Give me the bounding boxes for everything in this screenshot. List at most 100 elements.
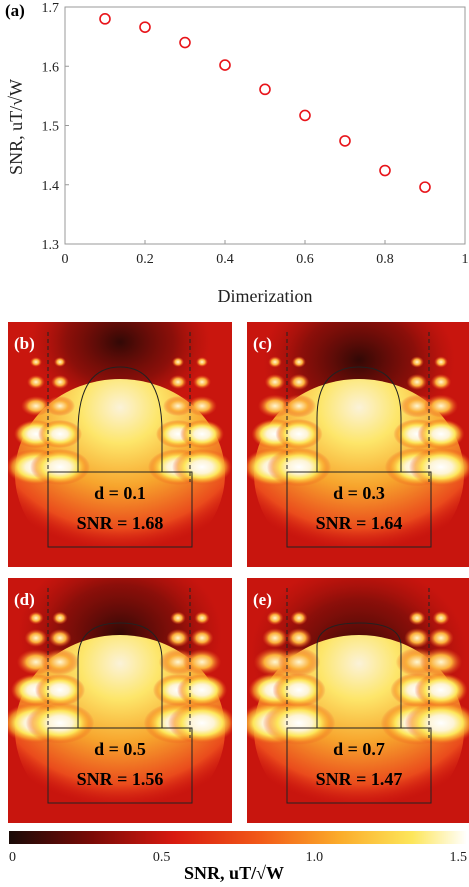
panel-label-a: (a) (5, 1, 25, 20)
field-lobe (430, 374, 452, 390)
field-lobe (266, 610, 284, 626)
colorbar-tick-label: 0 (9, 850, 16, 865)
field-lobe (266, 447, 332, 487)
x-tick-label: 0.4 (216, 252, 234, 267)
colorbar-tick-label: 0.5 (153, 850, 171, 865)
data-point (379, 164, 391, 177)
field-lobe (40, 649, 80, 675)
field-lobe (257, 394, 293, 418)
data-point (139, 21, 151, 33)
dimerization-label: d = 0.5 (94, 739, 146, 759)
panel-label: (b) (14, 334, 35, 353)
field-lobe (275, 419, 323, 449)
field-lobe (30, 357, 42, 367)
field-lobe (277, 647, 321, 677)
field-lobe (399, 394, 435, 418)
data-point (259, 83, 271, 96)
x-tick-label: 1 (462, 252, 469, 267)
data-point (219, 59, 231, 71)
field-lobe (34, 674, 86, 706)
snr-label: SNR = 1.68 (77, 513, 164, 533)
field-lobe (25, 702, 95, 744)
dimerization-label: d = 0.7 (333, 739, 385, 759)
field-lobe (180, 420, 224, 448)
data-point (419, 181, 431, 193)
dimerization-label: d = 0.1 (94, 483, 146, 503)
field-lobe (410, 356, 424, 368)
field-lobe (406, 374, 428, 390)
y-tick-label: 1.4 (42, 179, 60, 194)
field-lobe (193, 375, 211, 389)
snr-label: SNR = 1.47 (316, 769, 403, 789)
data-point (99, 13, 111, 25)
field-lobe (45, 396, 75, 416)
field-lobe (182, 649, 222, 675)
field-lobe (48, 629, 72, 647)
field-lobe (408, 447, 469, 487)
data-markers (99, 13, 431, 193)
sample-box (286, 471, 432, 548)
field-lobe (28, 611, 44, 625)
field-lobe (428, 628, 454, 648)
field-lobe (176, 674, 228, 706)
field-maps: (b) d = 0.1 SNR = 1.68 (c) d = 0.3 SNR = 1.64… (8, 322, 469, 823)
y-tick-label: 1.6 (42, 60, 60, 75)
field-lobe (268, 356, 282, 368)
field-lobe (292, 356, 306, 368)
heatmap-panel: (c) d = 0.3 SNR = 1.64 (247, 322, 469, 567)
colorbar-tick-label: 1.0 (306, 850, 324, 865)
colorbar-title: SNR, uT/√W (184, 863, 284, 883)
plot-frame (64, 6, 466, 245)
scatter-plot: (a) 1.3 1.4 1.5 1.6 1.7 0 0.2 0.4 0.6 0.8 1 Dimer… (5, 1, 469, 306)
field-lobe (423, 394, 459, 418)
field-lobe (404, 701, 469, 745)
field-lobe (286, 628, 312, 648)
field-lobe (414, 673, 468, 707)
field-lobe (51, 375, 69, 389)
snr-label: SNR = 1.64 (316, 513, 403, 533)
y-axis-title: SNR, uT/√W (6, 79, 26, 175)
data-point (179, 36, 191, 49)
x-axis-title: Dimerization (218, 286, 313, 306)
field-lobe (170, 611, 186, 625)
y-tick-label: 1.3 (42, 238, 60, 253)
colorbar-gradient (9, 831, 467, 844)
field-lobe (262, 628, 288, 648)
coil-outline (77, 366, 163, 472)
field-lobe (30, 449, 90, 485)
field-lobe (187, 396, 217, 416)
field-lobe (404, 628, 430, 648)
field-lobe (419, 647, 463, 677)
field-lobe (38, 420, 82, 448)
colorbar: 0 0.5 1.0 1.5 SNR, uT/√W (9, 831, 467, 883)
sample-box (47, 727, 193, 804)
field-lobe (166, 629, 190, 647)
field-lobe (52, 611, 68, 625)
colorbar-tick-label: 1.5 (450, 850, 468, 865)
field-lobe (163, 396, 193, 416)
field-lobe (194, 611, 210, 625)
field-lobe (417, 419, 465, 449)
dimerization-label: d = 0.3 (333, 483, 385, 503)
field-lobe (172, 449, 232, 485)
coil-outline (316, 622, 402, 728)
panel-label: (d) (14, 590, 35, 609)
panel-label: (e) (253, 590, 272, 609)
field-lobe (408, 610, 426, 626)
heatmap-panel: (b) d = 0.1 SNR = 1.68 (8, 322, 232, 567)
colorbar-ticks: 0 0.5 1.0 1.5 (9, 850, 467, 865)
y-axis: 1.3 1.4 1.5 1.6 1.7 (42, 1, 69, 253)
heatmap-panel: (e) d = 0.7 SNR = 1.47 (247, 578, 469, 823)
field-lobe (54, 357, 66, 367)
field-lobe (169, 375, 187, 389)
field-lobe (21, 396, 51, 416)
data-point (339, 135, 351, 147)
field-lobe (290, 610, 308, 626)
field-lobe (264, 374, 286, 390)
x-tick-label: 0 (62, 252, 69, 267)
data-point (299, 109, 311, 122)
sample-box (286, 727, 432, 804)
field-lobe (27, 375, 45, 389)
field-lobe (24, 629, 48, 647)
